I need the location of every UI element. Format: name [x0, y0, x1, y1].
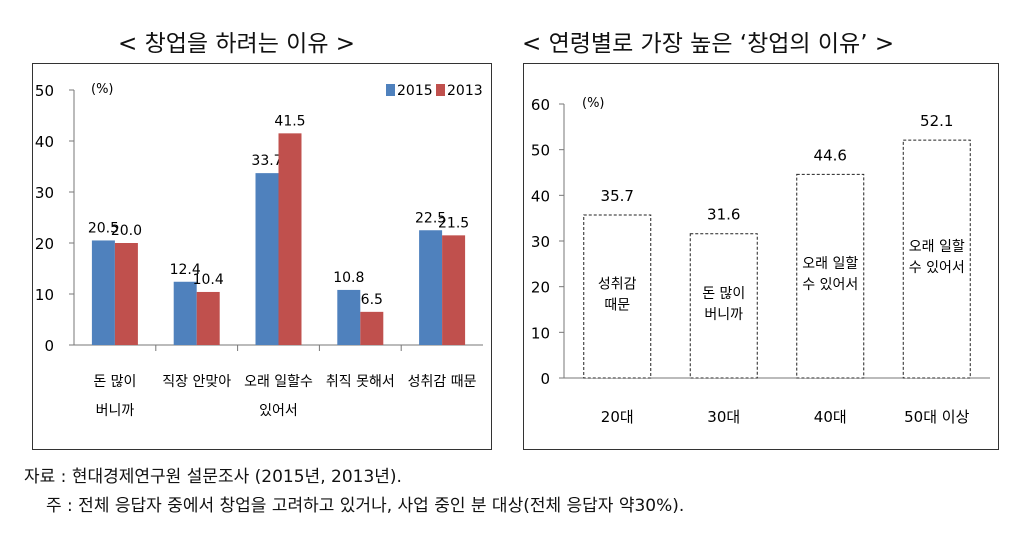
data-label-2015: 22.5 [415, 210, 446, 226]
y-unit-label: (%) [91, 82, 114, 97]
data-label-2015: 33.7 [251, 153, 282, 169]
y-tick-label: 30 [531, 233, 550, 251]
bar-2013 [442, 235, 466, 345]
x-category-label: 50대 이상 [904, 408, 969, 426]
y-tick-label: 40 [531, 187, 550, 205]
bar-2013 [360, 311, 384, 345]
bar-2015 [337, 289, 361, 345]
legend-label-2013: 2013 [447, 83, 483, 99]
bar-inner-text: 성취감 [598, 276, 637, 292]
x-category-label: 버니까 [96, 403, 135, 419]
x-category-label: 성취감 때문 [408, 374, 477, 390]
x-category-label: 20대 [601, 408, 634, 426]
x-category-label: 직장 안맞아 [162, 374, 231, 390]
left-chart-title: < 창업을 하려는 이유 > [118, 31, 356, 57]
y-tick-label: 20 [35, 235, 54, 253]
x-category-label: 돈 많이 [93, 374, 136, 390]
source-note: 자료 : 현대경제연구원 설문조사 (2015년, 2013년). [24, 467, 402, 487]
bar-2013 [278, 133, 302, 345]
legend-label-2015: 2015 [397, 83, 433, 99]
y-tick-label: 50 [35, 82, 54, 100]
y-tick-label: 30 [35, 184, 54, 202]
bar-inner-text: 오래 일할 [802, 256, 858, 272]
right-chart-title: < 연령별로 가장 높은 ‘창업의 이유’ > [522, 31, 895, 57]
data-label-2013: 6.5 [361, 292, 383, 308]
x-category-label: 40대 [814, 408, 847, 426]
legend-swatch-2015 [386, 84, 395, 96]
x-category-label: 30대 [707, 408, 740, 426]
bar-inner-text: 수 있어서 [909, 260, 965, 276]
bar [583, 214, 652, 379]
y-tick-label: 10 [35, 286, 54, 304]
y-tick-label: 40 [35, 133, 54, 151]
bar-inner-text: 수 있어서 [802, 277, 858, 293]
data-label-2013: 41.5 [274, 113, 305, 129]
data-label: 44.6 [814, 146, 847, 164]
y-tick-label: 0 [44, 337, 54, 355]
bar-2015 [91, 240, 115, 345]
data-label: 35.7 [601, 187, 634, 205]
bar-inner-text: 돈 많이 [702, 286, 745, 302]
bar-2013 [196, 291, 220, 345]
y-tick-label: 60 [531, 96, 550, 114]
bar [796, 173, 865, 379]
bar-2015 [173, 281, 197, 345]
y-tick-label: 20 [531, 279, 550, 297]
footnote: 주 : 전체 응답자 중에서 창업을 고려하고 있거나, 사업 중인 분 대상(… [46, 496, 685, 516]
data-label-2015: 20.5 [88, 220, 119, 236]
x-category-label: 취직 못해서 [326, 374, 395, 390]
bar [689, 233, 758, 379]
bar-2015 [419, 230, 443, 345]
data-label-2015: 12.4 [170, 262, 201, 278]
y-tick-label: 50 [531, 142, 550, 160]
bar-inner-text: 버니까 [704, 307, 743, 323]
data-label-2013: 21.5 [438, 215, 469, 231]
data-label: 52.1 [920, 112, 953, 130]
data-label-2015: 10.8 [333, 270, 364, 286]
bar-2013 [114, 243, 138, 345]
y-unit-label: (%) [582, 96, 605, 111]
data-label-2013: 10.4 [193, 272, 224, 288]
bar-inner-text: 때문 [604, 297, 630, 313]
y-tick-label: 10 [531, 324, 550, 342]
x-category-label: 오래 일할수 [244, 374, 313, 390]
x-category-label: 있어서 [259, 403, 298, 419]
bar-2015 [255, 173, 279, 345]
y-tick-label: 0 [540, 370, 550, 388]
bar [902, 139, 971, 379]
bar-inner-text: 오래 일할 [909, 239, 965, 255]
legend-swatch-2013 [436, 84, 445, 96]
data-label-2013: 20.0 [111, 223, 142, 239]
data-label: 31.6 [707, 206, 740, 224]
